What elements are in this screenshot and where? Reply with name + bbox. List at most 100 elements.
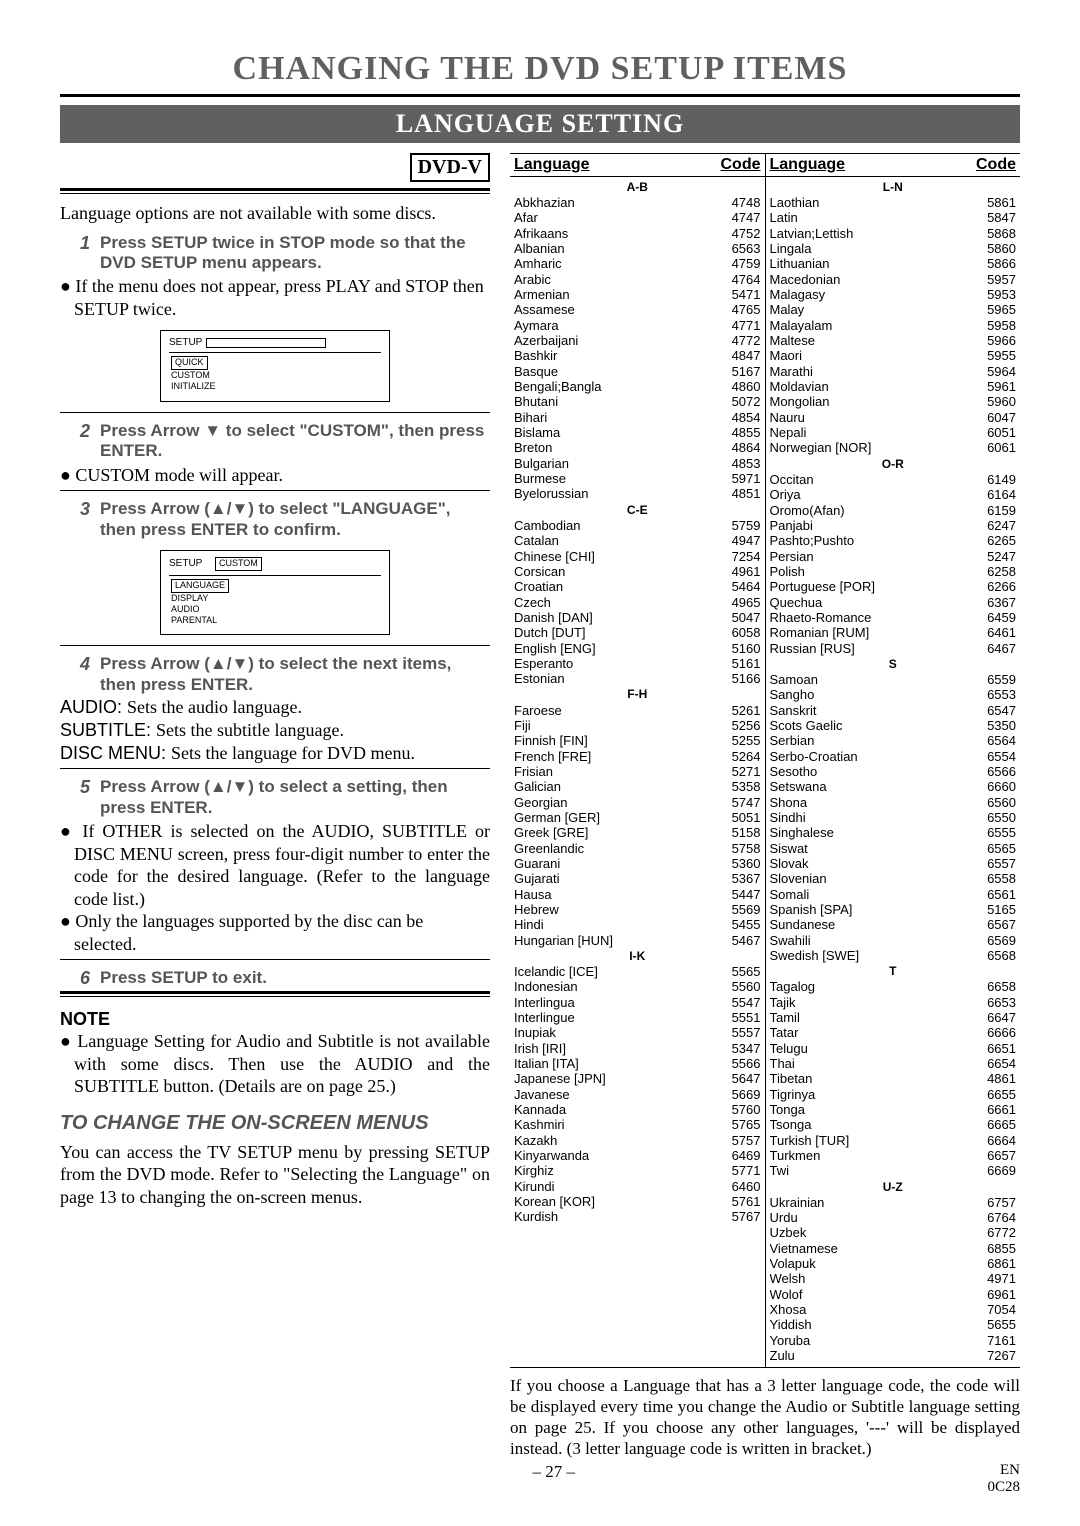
lang-row: Lingala5860 xyxy=(770,241,1017,256)
lang-name: Corsican xyxy=(514,564,717,579)
lang-name: Kirghiz xyxy=(514,1163,717,1178)
lang-row: Yiddish5655 xyxy=(770,1317,1017,1332)
footnote-text: If you choose a Language that has a 3 le… xyxy=(510,1376,1020,1459)
lang-code: 6651 xyxy=(972,1041,1016,1056)
lang-row: Bulgarian4853 xyxy=(514,456,761,471)
lang-name: Kinyarwanda xyxy=(514,1148,717,1163)
step-text: Press Arrow (▲/▼) to select the next ite… xyxy=(100,654,490,695)
lang-code: 5347 xyxy=(717,1041,761,1056)
lang-name: Portuguese [POR] xyxy=(770,579,973,594)
lang-code: 6569 xyxy=(972,933,1016,948)
lang-code: 6265 xyxy=(972,533,1016,548)
bullet-text: ● If OTHER is selected on the AUDIO, SUB… xyxy=(60,820,490,910)
lang-code: 5861 xyxy=(972,195,1016,210)
lang-code: 5758 xyxy=(717,841,761,856)
bullet-text: ● CUSTOM mode will appear. xyxy=(60,464,490,487)
lang-code: 5367 xyxy=(717,871,761,886)
lang-code: 5757 xyxy=(717,1133,761,1148)
lang-name: Wolof xyxy=(770,1287,973,1302)
divider xyxy=(60,959,490,960)
lang-code: 6861 xyxy=(972,1256,1016,1271)
lang-row: Maori5955 xyxy=(770,348,1017,363)
lang-name: Esperanto xyxy=(514,656,717,671)
lang-row: Basque5167 xyxy=(514,364,761,379)
step-number: 6 xyxy=(72,968,90,989)
lang-code: 5765 xyxy=(717,1117,761,1132)
lang-code: 6247 xyxy=(972,518,1016,533)
diagram-item: QUICK xyxy=(171,356,208,370)
bullet-content: Language Setting for Audio and Subtitle … xyxy=(74,1031,490,1096)
lang-code: 5047 xyxy=(717,610,761,625)
lang-name: Tagalog xyxy=(770,979,973,994)
lang-name: Bislama xyxy=(514,425,717,440)
lang-name: Azerbaijani xyxy=(514,333,717,348)
lang-name: Maltese xyxy=(770,333,973,348)
lang-row: Sangho6553 xyxy=(770,687,1017,702)
left-column: DVD-V Language options are not available… xyxy=(60,153,490,1459)
lang-code: 5868 xyxy=(972,226,1016,241)
lang-row: Indonesian5560 xyxy=(514,979,761,994)
lang-code: 4764 xyxy=(717,272,761,287)
lang-name: Korean [KOR] xyxy=(514,1194,717,1209)
lang-row: Volapuk6861 xyxy=(770,1256,1017,1271)
lang-code: 6666 xyxy=(972,1025,1016,1040)
lang-name: Shona xyxy=(770,795,973,810)
lang-row: Kirundi6460 xyxy=(514,1179,761,1194)
lang-row: Azerbaijani4772 xyxy=(514,333,761,348)
lang-code: 5264 xyxy=(717,749,761,764)
lang-name: Slovenian xyxy=(770,871,973,886)
lang-name: Interlingua xyxy=(514,995,717,1010)
lang-row: Estonian5166 xyxy=(514,671,761,686)
lang-group-header: C-E xyxy=(514,503,761,517)
section-title: LANGUAGE SETTING xyxy=(60,105,1020,143)
lang-name: Volapuk xyxy=(770,1256,973,1271)
step-text: Press Arrow ▼ to select "CUSTOM", then p… xyxy=(100,421,490,462)
lang-name: Abkhazian xyxy=(514,195,717,210)
lang-row: Latvian;Lettish5868 xyxy=(770,226,1017,241)
lang-name: Laothian xyxy=(770,195,973,210)
lang-row: Kannada5760 xyxy=(514,1102,761,1117)
lang-name: Catalan xyxy=(514,533,717,548)
lang-name: Lithuanian xyxy=(770,256,973,271)
lang-group-header: L-N xyxy=(770,180,1017,194)
lang-row: Frisian5271 xyxy=(514,764,761,779)
lang-row: Bislama4855 xyxy=(514,425,761,440)
right-column: Language Code Language Code A-BAbkhazian… xyxy=(510,153,1020,1459)
lang-code: 4855 xyxy=(717,425,761,440)
lang-row: Pashto;Pushto6265 xyxy=(770,533,1017,548)
diagram-setup: SETUP xyxy=(169,558,202,569)
lang-name: Panjabi xyxy=(770,518,973,533)
diagram-1: SETUP QUICK CUSTOM INITIALIZE xyxy=(160,330,390,402)
lang-code: 7161 xyxy=(972,1333,1016,1348)
lang-name: Samoan xyxy=(770,672,973,687)
lang-name: Malagasy xyxy=(770,287,973,302)
lang-code: 5261 xyxy=(717,703,761,718)
lang-name: Interlingue xyxy=(514,1010,717,1025)
lang-name: Twi xyxy=(770,1163,973,1178)
lang-code: 5051 xyxy=(717,810,761,825)
step-3: 3 Press Arrow (▲/▼) to select "LANGUAGE"… xyxy=(72,499,490,540)
lang-name: Kazakh xyxy=(514,1133,717,1148)
lang-code: 6855 xyxy=(972,1241,1016,1256)
lang-code: 4851 xyxy=(717,486,761,501)
lang-row: Uzbek6772 xyxy=(770,1225,1017,1240)
step-4: 4 Press Arrow (▲/▼) to select the next i… xyxy=(72,654,490,695)
lang-name: Bengali;Bangla xyxy=(514,379,717,394)
lang-row: Kashmiri5765 xyxy=(514,1117,761,1132)
lang-row: Faroese5261 xyxy=(514,703,761,718)
lang-row: Rhaeto-Romance6459 xyxy=(770,610,1017,625)
lang-name: Tonga xyxy=(770,1102,973,1117)
lang-name: Italian [ITA] xyxy=(514,1056,717,1071)
lang-name: Zulu xyxy=(770,1348,973,1363)
lang-name: Estonian xyxy=(514,671,717,686)
lang-row: Swahili6569 xyxy=(770,933,1017,948)
lang-code: 5167 xyxy=(717,364,761,379)
lang-row: Maltese5966 xyxy=(770,333,1017,348)
lang-code: 4961 xyxy=(717,564,761,579)
lang-row: Breton4864 xyxy=(514,440,761,455)
step-5: 5 Press Arrow (▲/▼) to select a setting,… xyxy=(72,777,490,818)
lang-row: Turkish [TUR]6664 xyxy=(770,1133,1017,1148)
lang-row: Quechua6367 xyxy=(770,595,1017,610)
lang-row: Inupiak5557 xyxy=(514,1025,761,1040)
lang-name: Fiji xyxy=(514,718,717,733)
